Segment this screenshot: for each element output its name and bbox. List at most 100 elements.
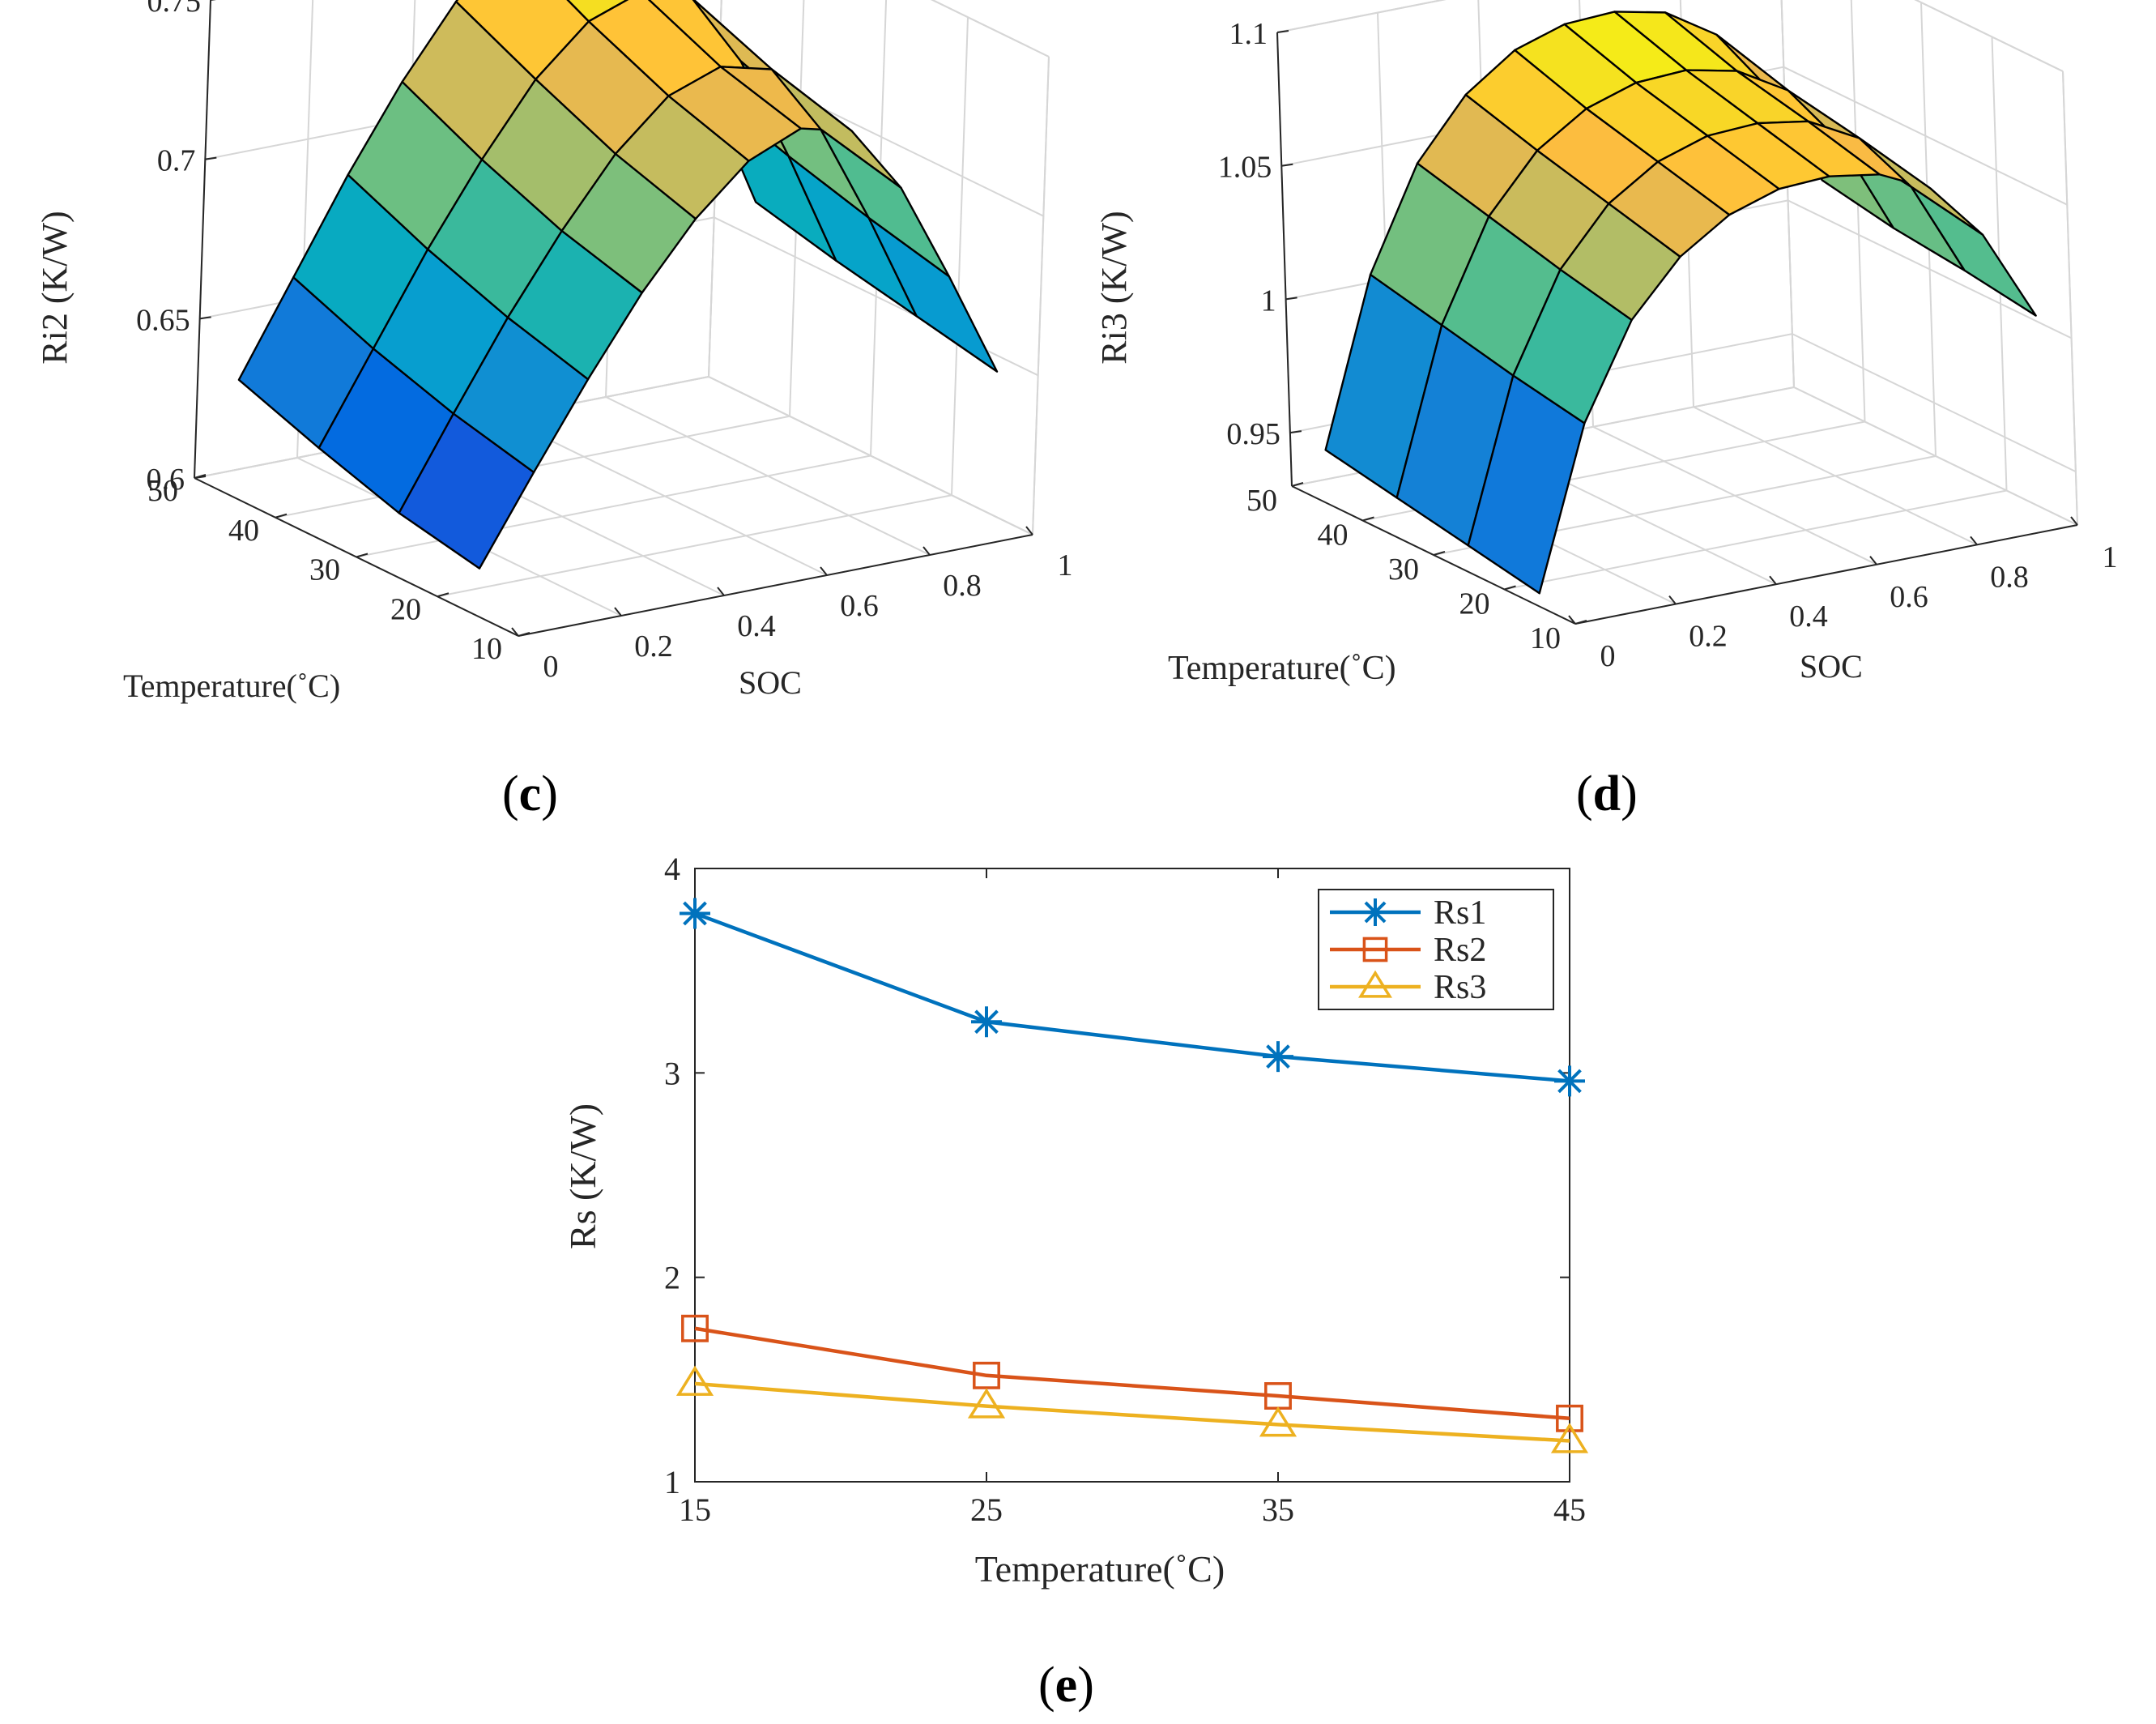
legend-marker [1361, 898, 1389, 926]
series-rs1 [680, 898, 1585, 1097]
box-edge [1914, 0, 2064, 72]
soc-axis-line [1574, 524, 2078, 625]
temperature-tick [1504, 585, 1516, 591]
x-axis-label: Temperature(˚C) [975, 1548, 1225, 1590]
data-point [1550, 1423, 1589, 1453]
y-tick-label: 3 [664, 1055, 680, 1091]
legend-label: Rs1 [1434, 894, 1486, 932]
z-tick-label: 1.1 [1229, 17, 1268, 51]
z-axis-label: Ri3 (K/W) [1094, 211, 1134, 364]
temperature-tick-label: 10 [471, 632, 502, 666]
soc-tick-label: 0.2 [1689, 620, 1728, 654]
data-point [681, 1314, 709, 1342]
series-rs2 [681, 1314, 1583, 1432]
temperature-tick-label: 30 [1388, 553, 1419, 587]
box-edge [194, 0, 211, 479]
temperature-tick-label: 20 [390, 592, 421, 626]
box-edge [1780, 0, 1795, 388]
temperature-axis-label: Temperature(˚C) [123, 668, 340, 704]
soc-axis-line [518, 534, 1033, 637]
z-tick [205, 156, 217, 160]
plot-area [694, 868, 1570, 1483]
z-tick-label: 0.7 [157, 144, 196, 178]
grid-line [1787, 199, 2073, 339]
box-edge [1276, 0, 1447, 33]
soc-tick [1970, 536, 1978, 546]
grid-line [1850, 0, 1866, 422]
temperature-tick-label: 30 [309, 553, 340, 587]
grid-line [1783, 66, 2068, 206]
series-rs3 [675, 1365, 1589, 1453]
legend-marker [1358, 970, 1392, 998]
soc-tick [1769, 575, 1777, 585]
temperature-tick [1362, 516, 1374, 522]
soc-tick [511, 627, 519, 637]
temperature-tick-label: 50 [147, 474, 178, 508]
z-tick-label: 1.05 [1218, 151, 1272, 185]
y-tick-label: 1 [664, 1464, 680, 1500]
surface-chart-ri3: 0.95 1 1.05 1.1 0 0.2 0.4 0.6 0.8 1 10 20 30 40 50 Ri3… [1094, 0, 2118, 821]
z-tick [1276, 30, 1289, 33]
soc-tick-label: 0 [543, 650, 559, 684]
soc-tick [614, 607, 622, 617]
grid-line [1276, 0, 1447, 33]
temperature-tick [275, 513, 288, 518]
temperature-tick [437, 592, 450, 598]
series-line [694, 911, 1570, 1083]
z-tick [1285, 297, 1297, 301]
legend-marker [1362, 937, 1388, 962]
box-edge [1793, 386, 2078, 526]
grid-line [931, 0, 1050, 58]
temperature-tick-label: 10 [1530, 621, 1561, 655]
x-tick-label: 45 [1553, 1491, 1586, 1528]
series-line [694, 1326, 1570, 1421]
y-tick-label: 2 [664, 1260, 680, 1296]
y-tick-label: 4 [664, 851, 680, 887]
box-edge [708, 376, 1033, 536]
soc-tick-label: 1 [1058, 548, 1073, 582]
data-point [971, 1006, 1002, 1038]
soc-tick-label: 0.6 [1890, 580, 1928, 614]
surface-patch [1910, 186, 2037, 317]
data-point [967, 1388, 1006, 1419]
soc-tick [1869, 556, 1877, 565]
data-point [1263, 1041, 1293, 1073]
z-tick [1289, 430, 1302, 434]
z-tick-label: 1 [1261, 284, 1276, 318]
soc-tick-label: 0.4 [737, 609, 776, 643]
surface-patch [867, 216, 999, 373]
temperature-axis-label: Temperature(˚C) [1168, 650, 1396, 687]
grid-line [1504, 489, 2007, 591]
data-point [1259, 1406, 1297, 1437]
x-tick-label: 15 [679, 1491, 711, 1528]
soc-tick-label: 0.8 [943, 569, 982, 603]
z-axis-label: Ri2 (K/W) [35, 211, 75, 364]
soc-tick-label: 1 [2103, 540, 2118, 574]
soc-tick-label: 0.4 [1789, 600, 1828, 634]
surface-chart-ri2: 0.6 0.65 0.7 0.75 0 0.2 0.4 0.6 0.8 1 10 20 30 40 50 R… [35, 0, 1073, 821]
z-tick-label: 0.95 [1226, 417, 1280, 451]
temperature-tick-label: 40 [228, 514, 259, 548]
temperature-tick [518, 632, 530, 637]
soc-axis-label: SOC [739, 664, 802, 701]
grid-line [1792, 333, 2077, 473]
z-tick-label: 0.75 [147, 0, 202, 19]
grid-line [951, 17, 969, 496]
soc-tick-label: 0.2 [634, 629, 673, 664]
soc-tick [1025, 526, 1033, 536]
x-tick-label: 25 [970, 1491, 1003, 1528]
soc-tick [717, 587, 725, 596]
soc-tick-label: 0.8 [1990, 560, 2029, 594]
z-tick [1281, 163, 1293, 167]
data-point [1556, 1404, 1583, 1432]
data-point [680, 898, 710, 929]
temperature-tick-label: 40 [1318, 518, 1349, 553]
box-edge [1032, 56, 1050, 536]
legend-label: Rs3 [1434, 969, 1486, 1006]
soc-tick [2070, 516, 2078, 526]
soc-tick [1568, 615, 1576, 625]
box-edge [1276, 32, 1293, 487]
x-tick-label: 35 [1262, 1491, 1294, 1528]
temperature-tick [356, 553, 369, 558]
